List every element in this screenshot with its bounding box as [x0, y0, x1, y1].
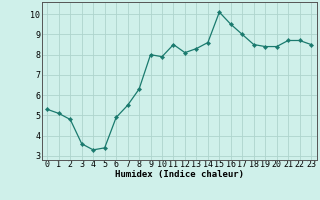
X-axis label: Humidex (Indice chaleur): Humidex (Indice chaleur)	[115, 170, 244, 179]
